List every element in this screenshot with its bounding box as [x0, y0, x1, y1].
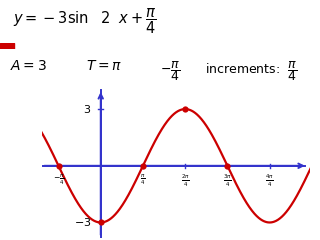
Text: $3$: $3$: [83, 103, 91, 115]
Text: $\frac{\pi}{4}$: $\frac{\pi}{4}$: [140, 172, 146, 187]
Text: $-\frac{\pi}{4}$: $-\frac{\pi}{4}$: [52, 172, 64, 187]
Text: $T = \pi$: $T = \pi$: [86, 59, 123, 73]
Text: $\frac{4\pi}{4}$: $\frac{4\pi}{4}$: [265, 172, 274, 189]
Text: $A = 3$: $A = 3$: [10, 59, 46, 73]
Text: $\frac{2\pi}{4}$: $\frac{2\pi}{4}$: [181, 172, 189, 189]
Text: $\frac{3\pi}{4}$: $\frac{3\pi}{4}$: [223, 172, 232, 189]
Text: $-\dfrac{\pi}{4}$: $-\dfrac{\pi}{4}$: [160, 59, 180, 83]
Text: increments:  $\dfrac{\pi}{4}$: increments: $\dfrac{\pi}{4}$: [205, 59, 297, 83]
Text: $y = -3\sin\ \ 2\ \ x+\dfrac{\pi}{4}$: $y = -3\sin\ \ 2\ \ x+\dfrac{\pi}{4}$: [13, 6, 156, 36]
Text: $-3$: $-3$: [74, 216, 91, 228]
Bar: [0, 43, 14, 49]
